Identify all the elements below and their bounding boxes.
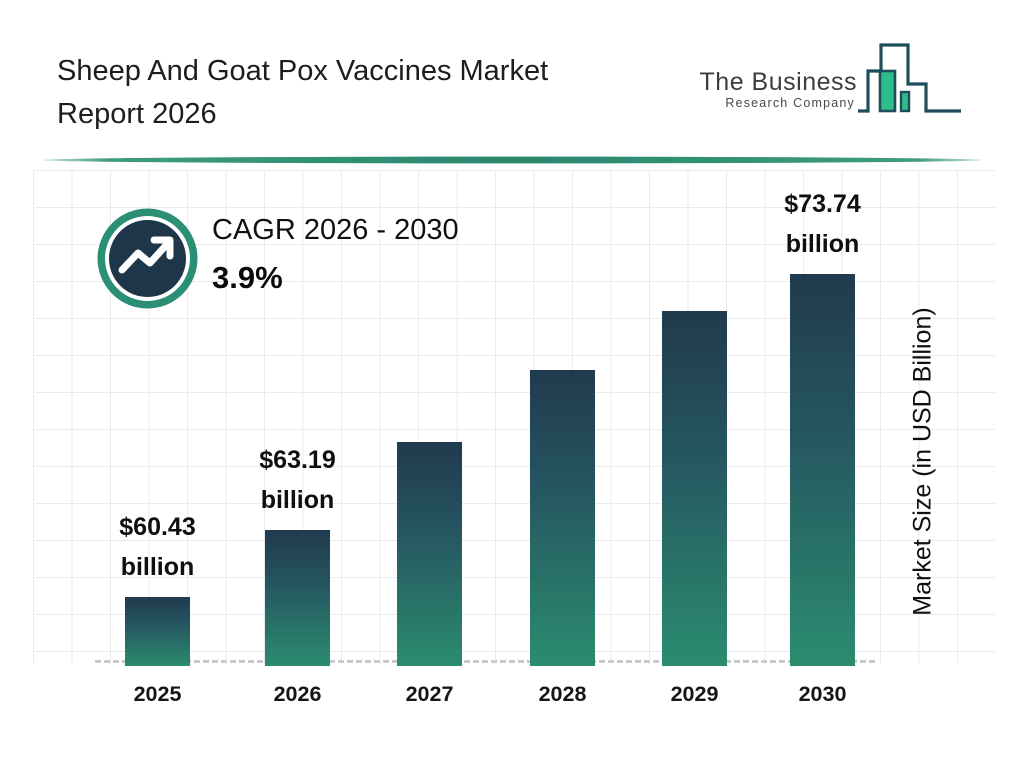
logo-bar-chart-icon — [858, 43, 961, 113]
x-tick-2026: 2026 — [273, 682, 322, 706]
logo-subname-text: Research Company — [725, 96, 855, 110]
chart-baseline — [95, 660, 875, 663]
company-logo: The Business Research Company — [700, 40, 975, 125]
value-label-2025: $60.43 billion — [119, 513, 196, 581]
bar-2027 — [397, 442, 462, 666]
logo-name-text: The Business — [699, 68, 857, 96]
page-title-line2: Report 2026 — [57, 98, 217, 130]
bar-2030 — [790, 274, 855, 666]
x-tick-2030: 2030 — [798, 682, 847, 706]
page-title: Sheep And Goat Pox Vaccines Market Repor… — [57, 50, 697, 136]
bar-2025 — [125, 597, 190, 666]
x-tick-2029: 2029 — [670, 682, 719, 706]
cagr-period-label: CAGR 2026 - 2030 — [212, 214, 459, 246]
x-tick-2025: 2025 — [133, 682, 182, 706]
bar-2029 — [662, 311, 727, 666]
divider-line — [42, 156, 983, 164]
page-title-line1: Sheep And Goat Pox Vaccines Market — [57, 55, 549, 87]
value-label-2030: $73.74 billion — [784, 190, 861, 258]
trend-up-icon — [97, 208, 198, 309]
bar-2028 — [530, 370, 595, 666]
bar-2026 — [265, 530, 330, 666]
x-tick-2027: 2027 — [405, 682, 454, 706]
cagr-value: 3.9% — [212, 260, 283, 295]
value-label-2026: $63.19 billion — [259, 446, 336, 514]
y-axis-title: Market Size (in USD Billion) — [908, 307, 937, 616]
x-tick-2028: 2028 — [538, 682, 587, 706]
